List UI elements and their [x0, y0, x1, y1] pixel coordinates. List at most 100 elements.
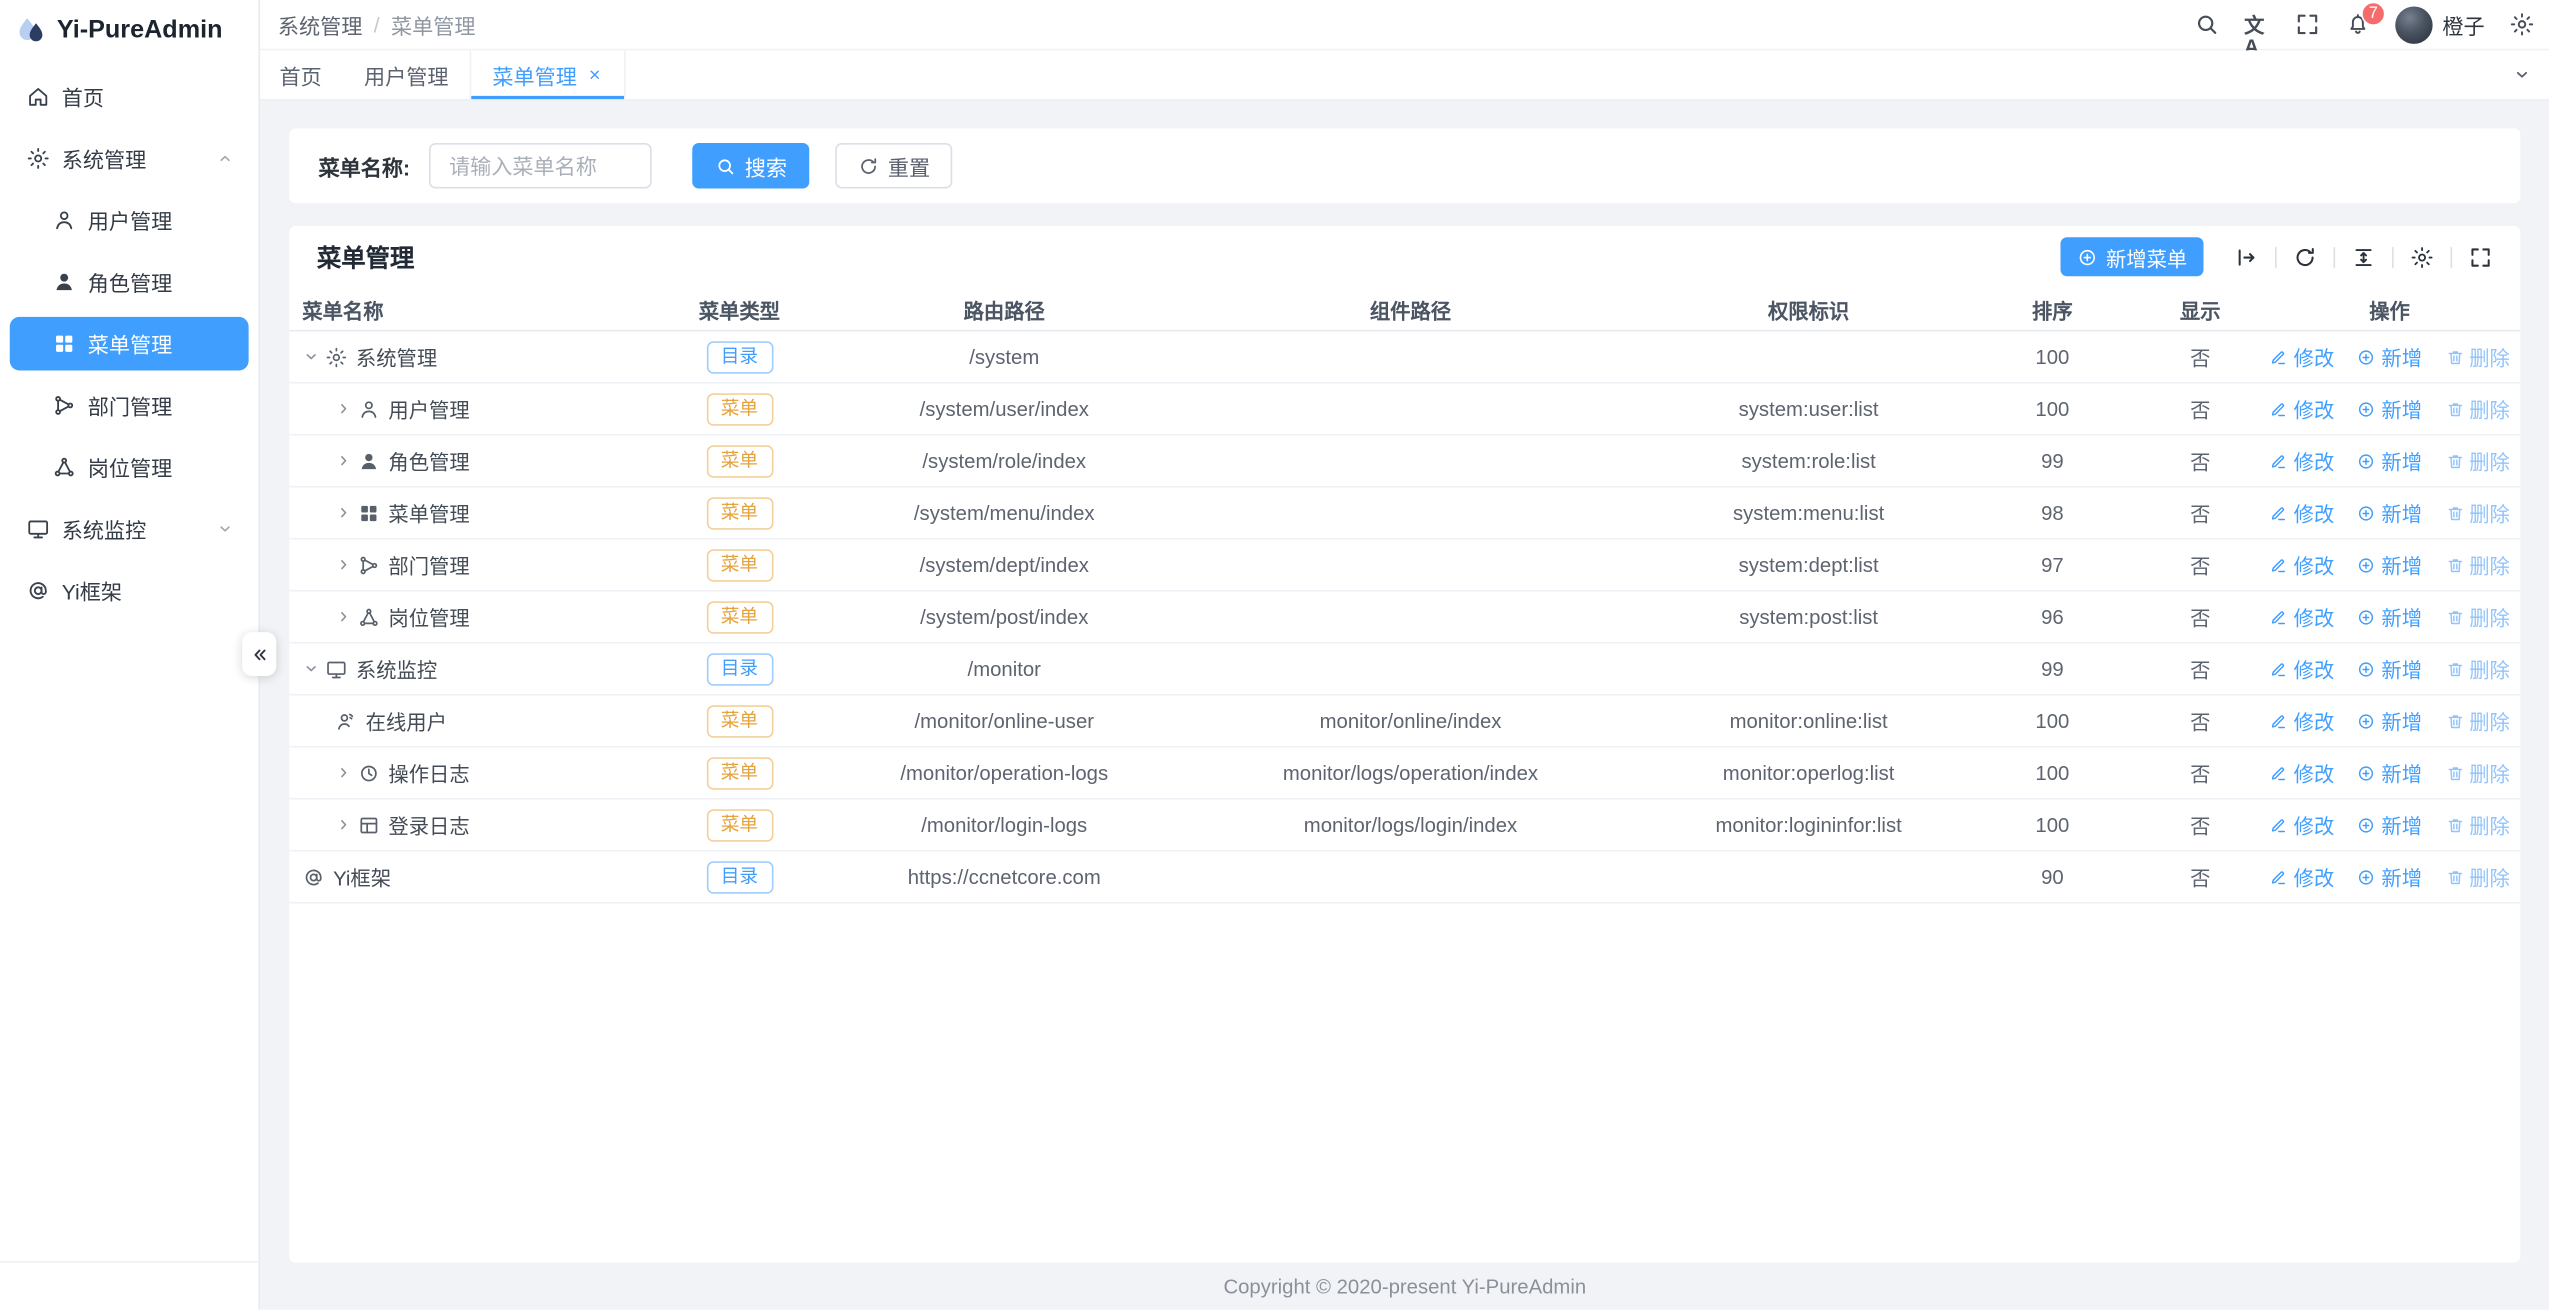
- sidebar-collapse-pill[interactable]: [242, 632, 277, 676]
- gear-icon: [26, 146, 50, 170]
- edit-action[interactable]: 修改: [2269, 809, 2334, 840]
- add-action[interactable]: 新增: [2357, 393, 2422, 424]
- edit-action[interactable]: 修改: [2269, 757, 2334, 788]
- visible-cell: 否: [2190, 451, 2211, 475]
- table-row: 部门管理 菜单/system/dept/index system:dept:list…: [289, 540, 2521, 592]
- username: 橙子: [2442, 13, 2485, 39]
- navbar-settings-button[interactable]: [2509, 11, 2535, 37]
- tab-user-mgmt[interactable]: 用户管理: [343, 50, 470, 99]
- tree-toggle-icon[interactable]: [335, 452, 353, 470]
- edit-action[interactable]: 修改: [2269, 705, 2334, 736]
- delete-action[interactable]: 删除: [2445, 809, 2510, 840]
- edit-action[interactable]: 修改: [2269, 653, 2334, 684]
- tab-menu-mgmt[interactable]: 菜单管理: [469, 50, 626, 100]
- sidebar-item-home[interactable]: 首页: [10, 70, 249, 124]
- tree-toggle-icon[interactable]: [335, 816, 353, 834]
- edit-action[interactable]: 修改: [2269, 497, 2334, 528]
- sidebar-item-yi-framework[interactable]: Yi框架: [10, 564, 249, 618]
- delete-action[interactable]: 删除: [2445, 705, 2510, 736]
- delete-action[interactable]: 删除: [2445, 497, 2510, 528]
- tree-toggle-icon[interactable]: [335, 764, 353, 782]
- tree-toggle-icon[interactable]: [335, 504, 353, 522]
- expand-toggle-button[interactable]: [2234, 245, 2258, 269]
- edit-action[interactable]: 修改: [2269, 445, 2334, 476]
- calendar-icon: [358, 813, 381, 836]
- table-fullscreen-button[interactable]: [2468, 245, 2492, 269]
- tab-home[interactable]: 首页: [276, 50, 343, 99]
- delete-action[interactable]: 删除: [2445, 601, 2510, 632]
- edit-action-label: 修改: [2293, 555, 2335, 579]
- add-action[interactable]: 新增: [2357, 705, 2422, 736]
- delete-action[interactable]: 删除: [2445, 549, 2510, 580]
- menu-type-tag: 菜单: [706, 600, 773, 633]
- sidebar-item-post-mgmt[interactable]: 岗位管理: [10, 440, 249, 494]
- user-avatar[interactable]: [2395, 5, 2433, 44]
- delete-action[interactable]: 删除: [2445, 757, 2510, 788]
- navbar-search-button[interactable]: [2194, 11, 2220, 37]
- delete-action-label: 删除: [2469, 815, 2510, 839]
- navbar-fullscreen-button[interactable]: [2294, 11, 2320, 37]
- sort-cell: 98: [2041, 501, 2064, 525]
- edit-action[interactable]: 修改: [2269, 861, 2334, 892]
- menu-name-text: 部门管理: [388, 555, 470, 579]
- sidebar-item-user-mgmt[interactable]: 用户管理: [10, 193, 249, 247]
- menu-name-input[interactable]: [429, 143, 653, 189]
- edit-action-label: 修改: [2293, 763, 2335, 787]
- add-action[interactable]: 新增: [2357, 341, 2422, 372]
- sidebar-item-role-mgmt[interactable]: 角色管理: [10, 255, 249, 309]
- delete-action[interactable]: 删除: [2445, 445, 2510, 476]
- delete-action[interactable]: 删除: [2445, 861, 2510, 892]
- tree-toggle-icon[interactable]: [302, 660, 320, 678]
- tabs-more-button[interactable]: [2494, 50, 2549, 99]
- sidebar-item-label: 岗位管理: [87, 456, 173, 481]
- delete-action[interactable]: 删除: [2445, 341, 2510, 372]
- sidebar-item-system-mgmt[interactable]: 系统管理: [10, 132, 249, 186]
- edit-action[interactable]: 修改: [2269, 549, 2334, 580]
- user-menu[interactable]: 橙子: [2395, 5, 2485, 44]
- table-header-row: 菜单名称 菜单类型 路由路径 组件路径 权限标识 排序 显示 操作: [289, 288, 2521, 332]
- add-action[interactable]: 新增: [2357, 601, 2422, 632]
- edit-action[interactable]: 修改: [2269, 393, 2334, 424]
- reset-button[interactable]: 重置: [835, 143, 953, 189]
- component-path-cell: monitor/logs/operation/index: [1282, 761, 1539, 785]
- tabs-bar: 首页 用户管理 菜单管理: [260, 50, 2549, 101]
- add-action[interactable]: 新增: [2357, 861, 2422, 892]
- refresh-button[interactable]: [2293, 245, 2317, 269]
- edit-icon: [2269, 815, 2289, 835]
- add-action[interactable]: 新增: [2357, 809, 2422, 840]
- delete-action[interactable]: 删除: [2445, 653, 2510, 684]
- density-button[interactable]: [2351, 245, 2375, 269]
- permission-cell: [1654, 332, 1963, 382]
- tree-toggle-icon[interactable]: [302, 348, 320, 366]
- add-action-label: 新增: [2381, 347, 2423, 371]
- add-action[interactable]: 新增: [2357, 653, 2422, 684]
- add-action[interactable]: 新增: [2357, 757, 2422, 788]
- plus-circle-icon: [2077, 246, 2098, 267]
- menu-name-text: 岗位管理: [388, 607, 470, 631]
- navbar-notifications-button[interactable]: 7: [2345, 1, 2386, 37]
- column-settings-button[interactable]: [2410, 245, 2434, 269]
- add-action[interactable]: 新增: [2357, 497, 2422, 528]
- delete-action[interactable]: 删除: [2445, 393, 2510, 424]
- menu-fold-icon[interactable]: [26, 1273, 52, 1299]
- edit-action[interactable]: 修改: [2269, 341, 2334, 372]
- navbar-translate-button[interactable]: 文A: [2244, 11, 2270, 57]
- edit-action-label: 修改: [2293, 659, 2335, 683]
- search-panel: 菜单名称: 搜索 重置: [289, 128, 2521, 204]
- close-tab-icon[interactable]: [587, 67, 603, 83]
- edit-action[interactable]: 修改: [2269, 601, 2334, 632]
- sidebar-item-system-monitor[interactable]: 系统监控: [10, 502, 249, 556]
- add-menu-button[interactable]: 新增菜单: [2060, 237, 2204, 277]
- sidebar-item-menu-mgmt[interactable]: 菜单管理: [9, 316, 249, 371]
- add-action[interactable]: 新增: [2357, 549, 2422, 580]
- breadcrumb-parent[interactable]: 系统管理: [277, 13, 363, 39]
- tree-toggle-icon[interactable]: [335, 556, 353, 574]
- tree-toggle-icon[interactable]: [335, 400, 353, 418]
- logo[interactable]: Yi-PureAdmin: [0, 0, 258, 60]
- tree-toggle-icon[interactable]: [335, 608, 353, 626]
- search-button[interactable]: 搜索: [692, 143, 810, 189]
- sidebar-item-dept-mgmt[interactable]: 部门管理: [10, 379, 249, 433]
- plus-circle-icon: [2357, 607, 2377, 627]
- add-action[interactable]: 新增: [2357, 445, 2422, 476]
